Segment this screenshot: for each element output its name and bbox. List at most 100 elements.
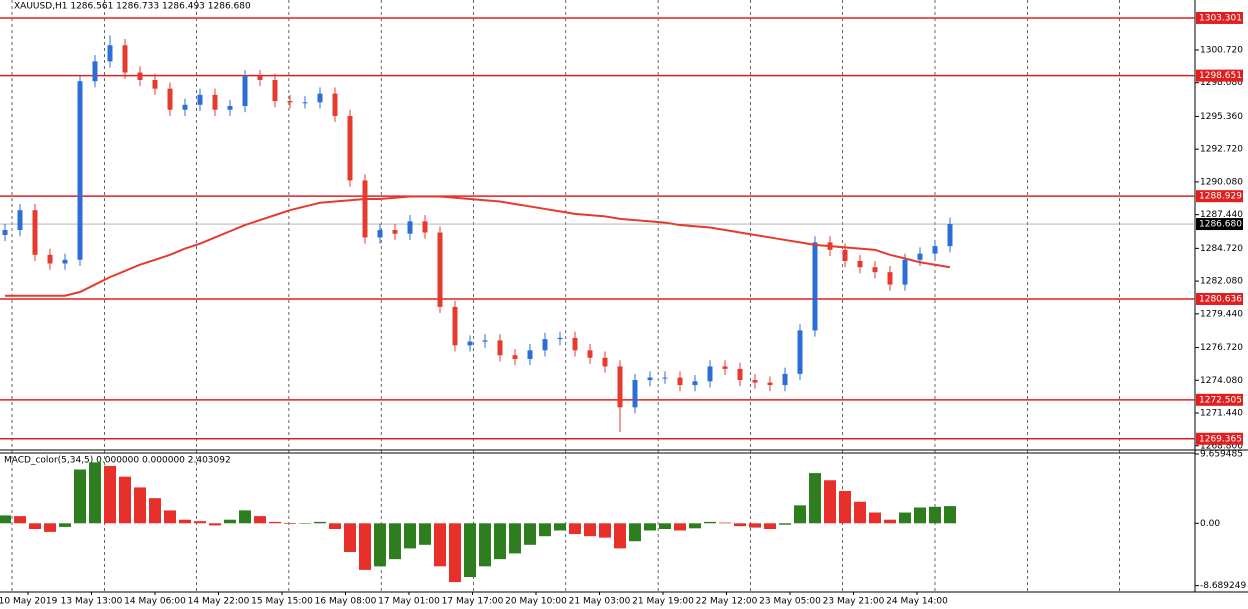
x-tick-label: 17 May 17:00 — [442, 597, 504, 607]
macd-bar — [584, 523, 596, 537]
candle-body — [797, 330, 803, 374]
level-label: 1303.301 — [1199, 13, 1242, 23]
macd-bar — [89, 462, 101, 524]
macd-bar — [944, 506, 956, 524]
y-tick-label: 1287.440 — [1200, 210, 1243, 220]
x-tick-label: 22 May 12:00 — [696, 597, 758, 607]
candle-body — [722, 366, 728, 369]
level-tag — [1196, 190, 1243, 203]
macd-bar — [344, 523, 356, 552]
level-tag — [1196, 11, 1243, 24]
candle-body — [842, 249, 848, 262]
macd-bar — [29, 523, 41, 530]
macd-bar — [824, 480, 836, 524]
candle-body — [497, 340, 503, 356]
macd-bar — [659, 523, 671, 530]
candle-body — [632, 380, 638, 408]
macd-bar — [884, 519, 896, 524]
macd-tick-label: 9.659485 — [1200, 450, 1243, 460]
macd-bar — [734, 523, 746, 527]
candle-body — [587, 350, 593, 358]
y-tick-label: 1279.440 — [1200, 309, 1243, 319]
candle-body — [872, 267, 878, 273]
macd-bar — [569, 523, 581, 535]
candle-body — [317, 93, 323, 103]
macd-tick-label: -8.689249 — [1200, 581, 1246, 591]
macd-bar — [719, 522, 731, 524]
macd-bar — [554, 523, 566, 531]
y-tick-label: 1295.360 — [1200, 112, 1243, 122]
macd-bar — [104, 465, 116, 524]
macd-bar — [239, 510, 251, 524]
candle-body — [707, 366, 713, 382]
candle-body — [407, 221, 413, 234]
macd-bar — [14, 516, 26, 524]
level-tag — [1196, 69, 1243, 82]
chart-title: XAUUSD,H1 1286.561 1286.733 1286.493 128… — [14, 2, 251, 12]
macd-bar — [869, 512, 881, 524]
last-price-label: 1286.680 — [1199, 220, 1242, 230]
candle-body — [257, 76, 263, 80]
y-tick-label: 1300.720 — [1200, 45, 1243, 55]
candle-body — [332, 93, 338, 116]
y-tick-label: 1271.440 — [1200, 409, 1243, 419]
x-tick-label: 16 May 08:00 — [315, 597, 377, 607]
level-label: 1269.365 — [1199, 434, 1242, 444]
macd-bar — [674, 523, 686, 531]
candle-body — [182, 104, 188, 110]
macd-bar — [329, 523, 341, 530]
macd-bar — [419, 523, 431, 545]
candle-body — [2, 230, 8, 235]
candle-body — [212, 94, 218, 110]
candle-body — [857, 261, 863, 268]
macd-bar — [284, 523, 296, 525]
candle-body — [692, 381, 698, 386]
level-tag — [1196, 293, 1243, 306]
level-label: 1280.636 — [1199, 295, 1242, 305]
macd-bar — [299, 523, 311, 524]
macd-tick-label: 0.00 — [1200, 519, 1220, 529]
macd-bar — [794, 505, 806, 524]
x-tick-label: 23 May 21:00 — [823, 597, 885, 607]
macd-bar — [449, 523, 461, 583]
candle-body — [422, 221, 428, 233]
x-tick-label: 15 May 15:00 — [251, 597, 313, 607]
x-tick-label: 21 May 03:00 — [569, 597, 631, 607]
candle-body — [572, 337, 578, 351]
macd-bar — [689, 523, 701, 529]
macd-bar — [599, 523, 611, 538]
x-tick-label: 14 May 22:00 — [188, 597, 250, 607]
macd-bar — [524, 523, 536, 545]
candle-body — [647, 377, 653, 381]
macd-bar — [929, 506, 941, 524]
candle-body — [362, 180, 368, 238]
candle-body — [347, 115, 353, 181]
y-tick-label: 1298.080 — [1200, 78, 1243, 88]
candle-body — [47, 254, 53, 264]
y-tick-label: 1276.720 — [1200, 343, 1243, 353]
y-tick-label: 1268.800 — [1200, 441, 1243, 451]
candle-body — [107, 45, 113, 62]
x-tick-label: 20 May 10:00 — [505, 597, 567, 607]
candle-body — [17, 210, 23, 231]
level-tag — [1196, 432, 1243, 445]
level-label: 1272.505 — [1199, 395, 1242, 405]
macd-bar — [644, 523, 656, 531]
x-tick-label: 10 May 2019 — [0, 597, 58, 607]
macd-bar — [269, 521, 281, 524]
x-tick-label: 14 May 06:00 — [124, 597, 186, 607]
macd-bar — [764, 523, 776, 530]
candle-body — [617, 366, 623, 408]
candle-body — [932, 246, 938, 254]
candle-body — [947, 224, 953, 247]
candle-body — [917, 253, 923, 260]
macd-bar — [809, 473, 821, 524]
level-tag — [1196, 393, 1243, 406]
level-label: 1298.651 — [1199, 71, 1242, 81]
x-tick-label: 24 May 14:00 — [886, 597, 948, 607]
candle-body — [512, 355, 518, 359]
y-tick-label: 1290.080 — [1200, 177, 1243, 187]
candle-body — [602, 357, 608, 367]
